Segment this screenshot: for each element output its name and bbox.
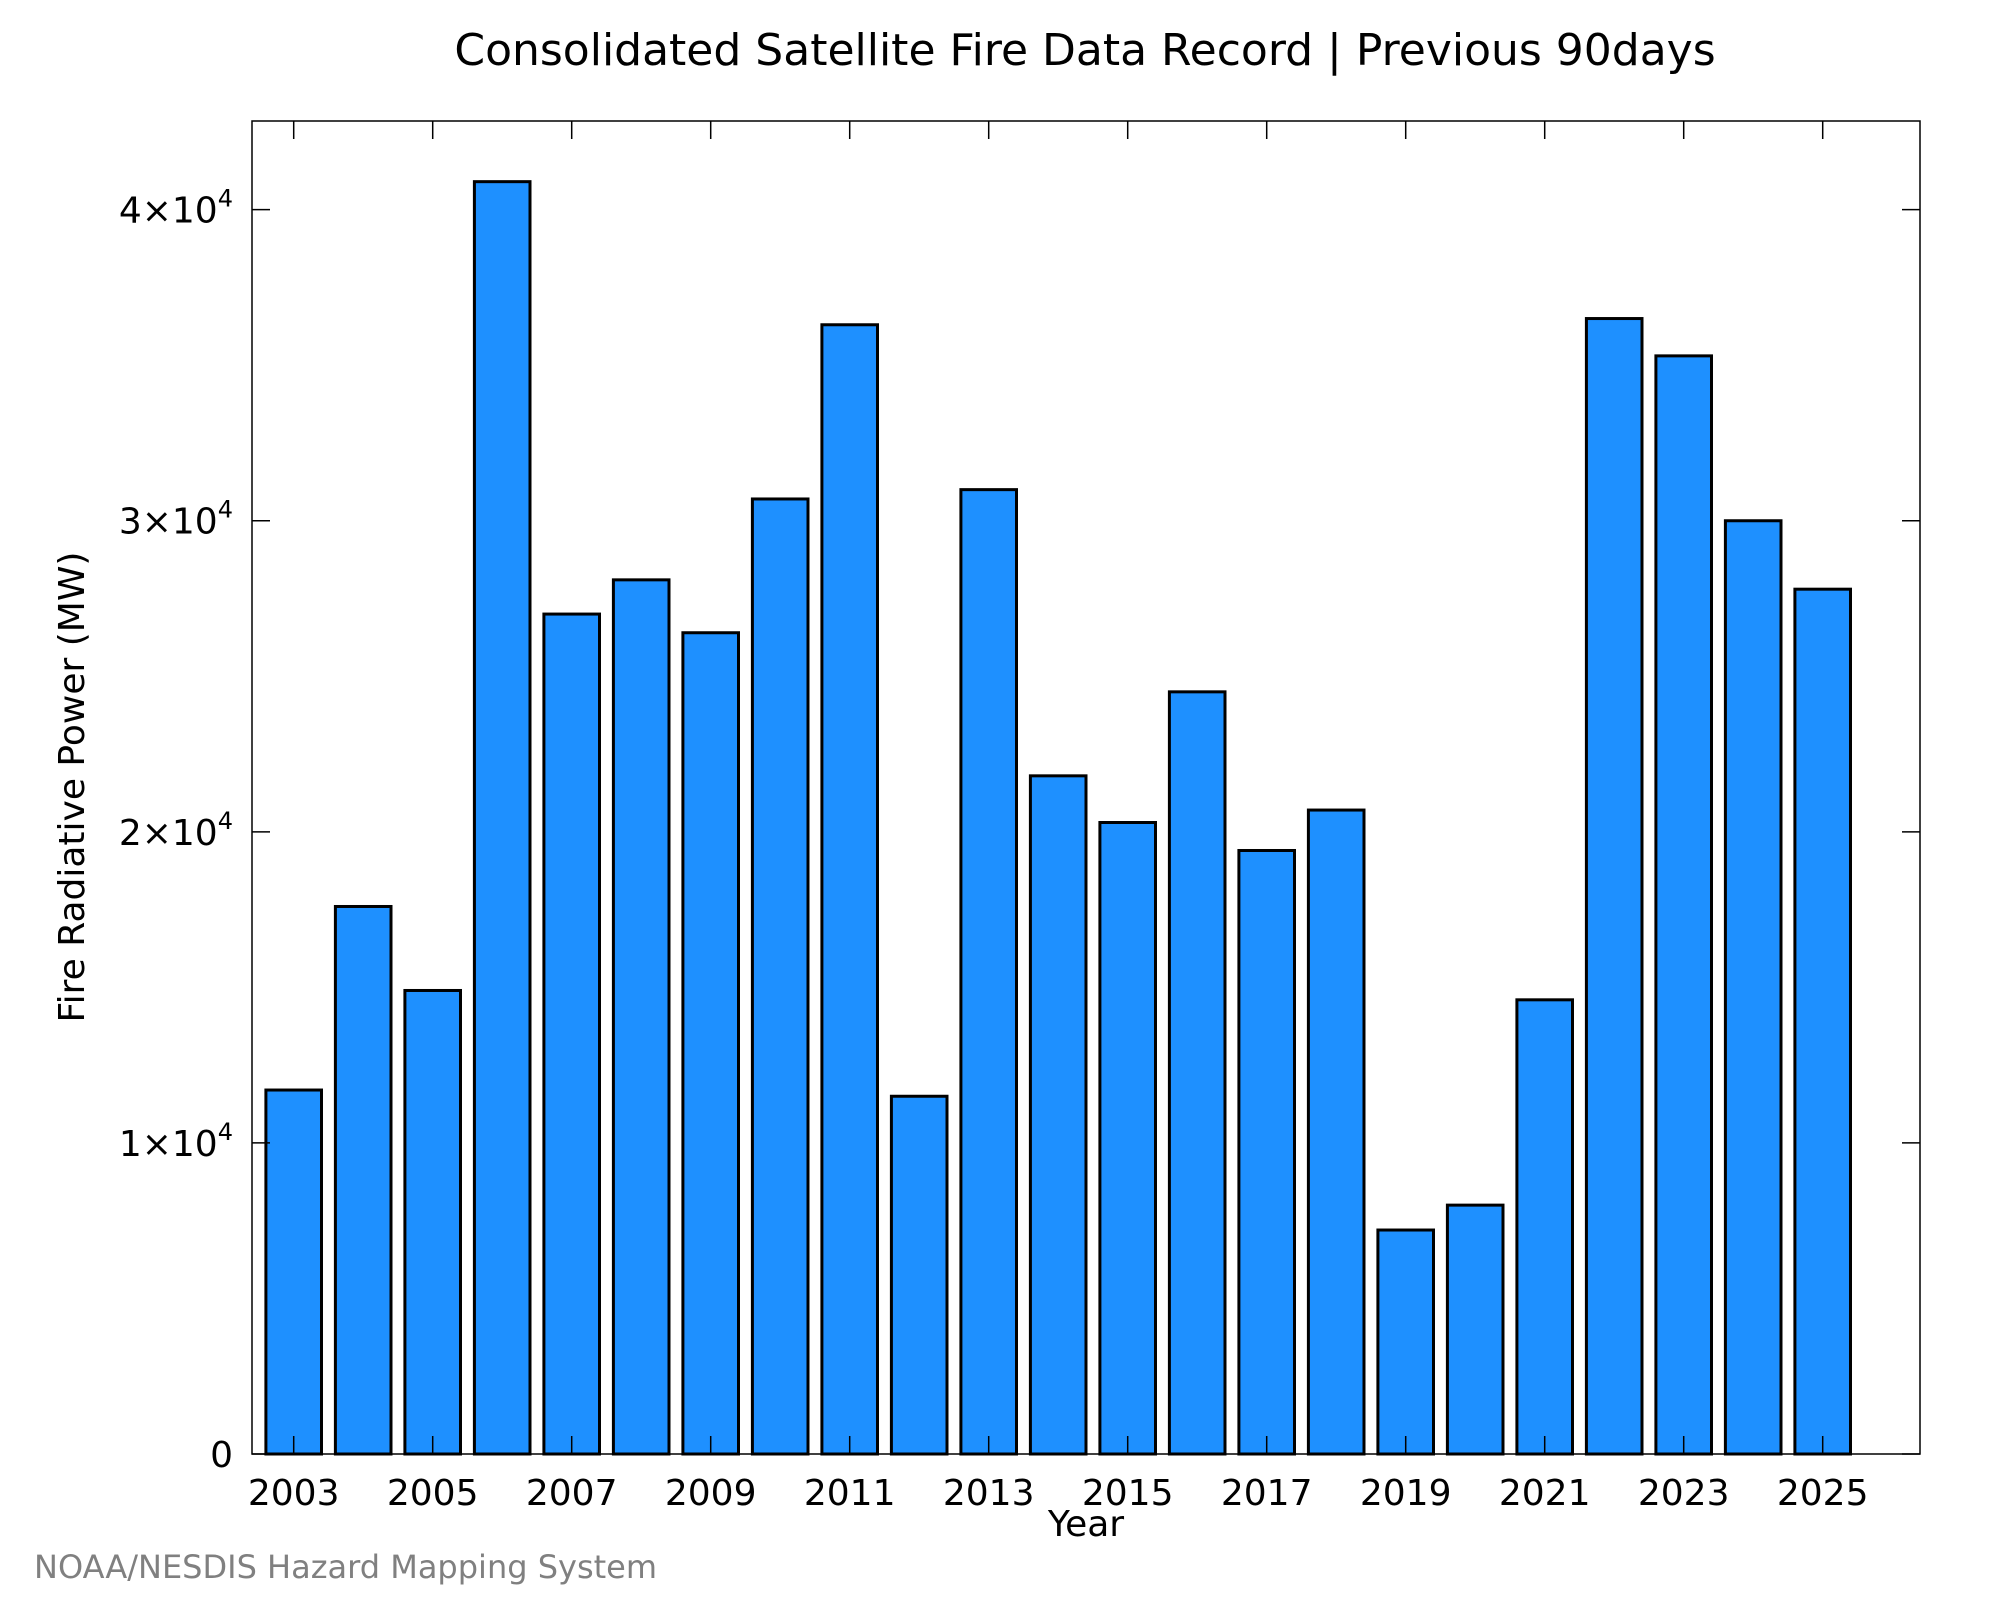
y-axis-title: Fire Radiative Power (MW)	[52, 552, 93, 1023]
y-tick-label: 1×104	[119, 1118, 233, 1165]
bar-2006	[472, 180, 532, 1456]
bars-group	[264, 180, 1853, 1456]
y-tick-label: 4×104	[119, 185, 233, 232]
bar-2013	[959, 488, 1019, 1456]
bar-2023	[1654, 354, 1714, 1456]
bar-2025	[1793, 587, 1853, 1456]
bar-2022	[1584, 317, 1644, 1456]
x-tick-label: 2015	[1082, 1473, 1174, 1514]
bar-2014	[1028, 774, 1088, 1456]
bar-2016	[1167, 690, 1227, 1456]
credit-text: NOAA/NESDIS Hazard Mapping System	[34, 1548, 657, 1586]
bar-2004	[333, 904, 393, 1456]
y-axis-ticks: 0 1×104 2×104 3×104 4×104	[119, 185, 1920, 1476]
bar-2020	[1445, 1203, 1505, 1456]
x-tick-label: 2025	[1777, 1473, 1869, 1514]
bar-2003	[264, 1088, 323, 1456]
x-tick-label: 2019	[1360, 1473, 1452, 1514]
x-tick-label: 2021	[1499, 1473, 1591, 1514]
bar-2015	[1098, 820, 1158, 1456]
bar-2009	[681, 631, 741, 1456]
plot-frame	[251, 120, 1921, 1455]
bar-2017	[1237, 848, 1297, 1456]
x-tick-label: 2003	[248, 1473, 340, 1514]
x-tick-label: 2023	[1638, 1473, 1730, 1514]
bar-2005	[403, 988, 462, 1456]
bar-2011	[820, 323, 880, 1456]
bar-2012	[889, 1094, 949, 1456]
bar-2018	[1306, 808, 1366, 1456]
chart-title: Consolidated Satellite Fire Data Record …	[454, 25, 1715, 76]
y-tick-label: 2×104	[119, 807, 233, 854]
y-tick-label: 0	[210, 1435, 233, 1476]
x-tick-label: 2005	[387, 1473, 479, 1514]
bar-2007	[542, 612, 602, 1456]
bar-2010	[750, 497, 810, 1456]
bar-2024	[1723, 519, 1783, 1456]
x-axis-title: Year	[1047, 1504, 1124, 1545]
y-tick-label: 3×104	[119, 496, 233, 543]
bar-2008	[611, 578, 671, 1456]
x-tick-label: 2013	[943, 1473, 1035, 1514]
x-axis-ticks: 2003 2005 2007 2009 2011 2013 2015 2017 2019 2021…	[248, 121, 1869, 1514]
x-tick-label: 2017	[1221, 1473, 1313, 1514]
x-tick-label: 2009	[665, 1473, 757, 1514]
x-tick-label: 2011	[804, 1473, 896, 1514]
bar-2019	[1376, 1228, 1436, 1456]
bar-2021	[1515, 998, 1575, 1456]
x-tick-label: 2007	[526, 1473, 618, 1514]
